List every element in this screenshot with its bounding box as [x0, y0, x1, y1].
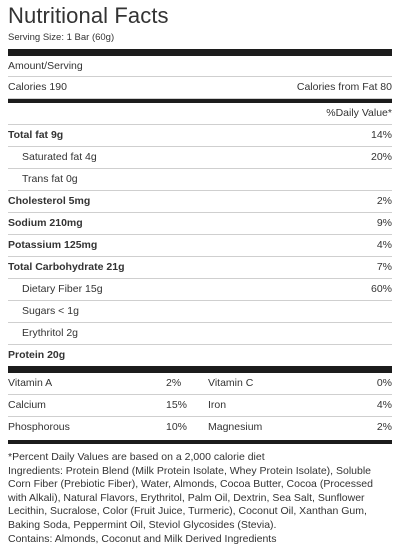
nutrient-row: Cholesterol 5mg 2% [8, 191, 392, 213]
vitamin-name: Magnesium [208, 421, 263, 433]
vitamin-name: Vitamin C [208, 377, 254, 389]
daily-value-header: %Daily Value* [326, 107, 392, 119]
daily-value-header-row: %Daily Value* [8, 103, 392, 125]
nutrient-daily-value: 7% [376, 261, 392, 273]
nutrient-row: Total Carbohydrate 21g 7% [8, 257, 392, 279]
nutrient-daily-value: 14% [370, 129, 392, 141]
nutrient-row: Saturated fat 4g 20% [8, 147, 392, 169]
nutrient-name: Sugars < 1g [22, 305, 79, 317]
nutrient-name: Protein 20g [8, 349, 66, 361]
vitamin-value: 2% [376, 421, 392, 433]
nutrient-name: Potassium 125mg [8, 239, 98, 251]
nutrient-row: Trans fat 0g [8, 169, 392, 191]
nutrient-row: Sodium 210mg 9% [8, 213, 392, 235]
vitamin-row: Calcium 15% Iron 4% [8, 395, 392, 417]
nutrient-list: Total fat 9g 14% Saturated fat 4g 20% Trans … [8, 125, 392, 366]
nutrient-daily-value: 2% [376, 195, 392, 207]
vitamin-value: 2% [166, 377, 182, 389]
nutrient-row: Protein 20g [8, 345, 392, 366]
label-title: Nutritional Facts [8, 3, 169, 28]
nutrient-row: Erythritol 2g [8, 323, 392, 345]
medium-divider [8, 99, 392, 103]
nutrient-row: Total fat 9g 14% [8, 125, 392, 147]
vitamin-row: Phosphorous 10% Magnesium 2% [8, 417, 392, 438]
allergen-contains: Contains: Almonds, Coconut and Milk Deri… [8, 532, 277, 545]
calories-value: Calories 190 [8, 81, 67, 93]
nutrient-name: Dietary Fiber 15g [22, 283, 103, 295]
nutrient-name: Cholesterol 5mg [8, 195, 91, 207]
nutrient-name: Total Carbohydrate 21g [8, 261, 125, 273]
nutrient-row: Potassium 125mg 4% [8, 235, 392, 257]
label-footer: *Percent Daily Values are based on a 2,0… [8, 448, 392, 546]
vitamin-value: 10% [166, 421, 188, 433]
nutrient-name: Saturated fat 4g [22, 151, 97, 163]
amount-per-serving-row: Amount/Serving [8, 56, 392, 77]
vitamin-name: Phosphorous [8, 421, 70, 433]
nutrient-daily-value: 20% [370, 151, 392, 163]
vitamin-name: Iron [208, 399, 227, 411]
calories-row: Calories 190 Calories from Fat 80 [8, 77, 392, 99]
vitamin-value: 15% [166, 399, 188, 411]
nutrient-daily-value: 60% [370, 283, 392, 295]
nutrient-row: Dietary Fiber 15g 60% [8, 279, 392, 301]
vitamin-row: Vitamin A 2% Vitamin C 0% [8, 373, 392, 395]
nutrient-row: Sugars < 1g [8, 301, 392, 323]
nutrient-daily-value: 4% [376, 239, 392, 251]
serving-size: Serving Size: 1 Bar (60g) [8, 32, 115, 43]
daily-values-note: *Percent Daily Values are based on a 2,0… [8, 451, 265, 463]
thick-divider [8, 49, 392, 56]
vitamin-value: 0% [376, 377, 392, 389]
nutrient-name: Erythritol 2g [22, 327, 79, 339]
nutrient-daily-value: 9% [376, 217, 392, 229]
vitamin-name: Vitamin A [8, 377, 53, 389]
medium-divider-footer [8, 440, 392, 444]
vitamin-name: Calcium [8, 399, 46, 411]
nutrient-name: Trans fat 0g [22, 173, 78, 185]
calories-from-fat-value: Calories from Fat 80 [296, 81, 392, 93]
ingredients-list: Ingredients: Protein Blend (Milk Protein… [8, 464, 373, 531]
amount-per-serving-label: Amount/Serving [8, 59, 83, 72]
vitamin-mineral-table: Vitamin A 2% Vitamin C 0% Calcium 15% Iron 4% Ph… [8, 373, 392, 438]
nutrient-name: Sodium 210mg [8, 217, 83, 229]
nutrient-name: Total fat 9g [8, 129, 64, 141]
vitamin-value: 4% [376, 399, 392, 411]
thick-divider-bottom [8, 366, 392, 373]
